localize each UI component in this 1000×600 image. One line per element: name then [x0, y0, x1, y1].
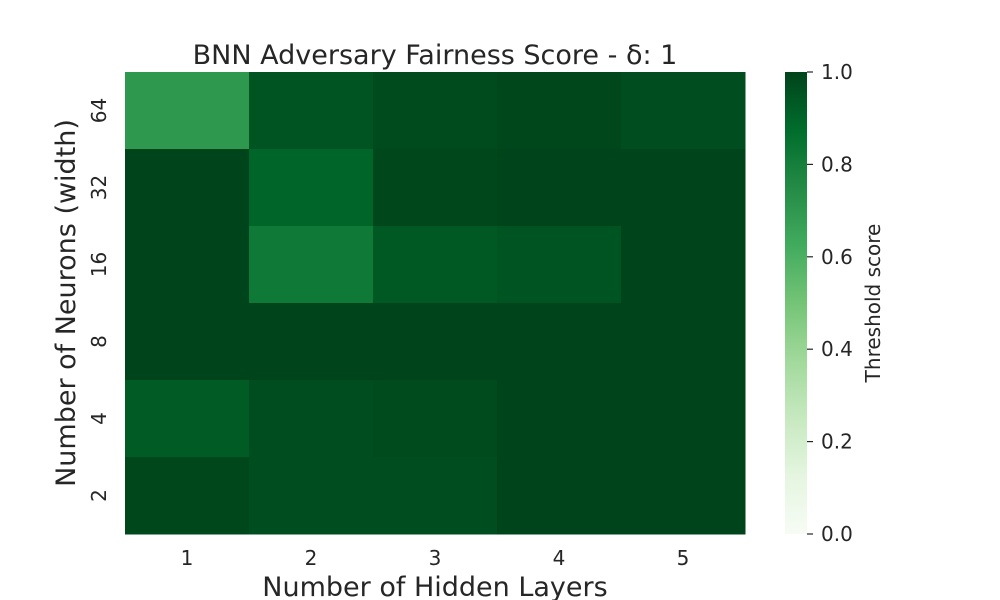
heatmap-cell — [621, 380, 746, 458]
heatmap-cell — [621, 149, 746, 227]
heatmap-cell — [249, 303, 374, 381]
colorbar-label: Threshold score — [861, 224, 885, 384]
heatmap-cell — [249, 149, 374, 227]
heatmap-cell — [249, 380, 374, 458]
heatmap-cell — [125, 72, 250, 150]
x-tick-label: 5 — [677, 546, 690, 570]
heatmap-cell — [497, 226, 622, 304]
heatmap-cell — [497, 149, 622, 227]
y-tick-label: 16 — [87, 252, 111, 277]
heatmap-cell — [373, 380, 498, 458]
heatmap-cell — [373, 303, 498, 381]
heatmap-cell — [125, 149, 250, 227]
y-tick-label: 4 — [87, 412, 111, 425]
heatmap-cell — [373, 72, 498, 150]
heatmap-cell — [125, 303, 250, 381]
y-tick-label: 64 — [87, 98, 111, 123]
heatmap-cell — [497, 303, 622, 381]
colorbar-tick-label: 0.6 — [821, 245, 853, 269]
chart-title: BNN Adversary Fairness Score - δ: 1 — [193, 40, 678, 71]
y-tick-label: 8 — [87, 335, 111, 348]
heatmap-cell — [497, 380, 622, 458]
x-tick-label: 4 — [553, 546, 566, 570]
colorbar-tick-label: 0.4 — [821, 337, 853, 361]
y-tick-labels: 64 32 16 8 4 2 — [87, 98, 111, 502]
heatmap-cell — [249, 72, 374, 150]
heatmap-cell — [249, 457, 374, 535]
heatmap-cell — [125, 380, 250, 458]
heatmap-cell — [249, 226, 374, 304]
x-tick-label: 1 — [181, 546, 194, 570]
colorbar-tick-label: 1.0 — [821, 60, 853, 84]
y-tick-label: 32 — [87, 175, 111, 200]
y-tick-label: 2 — [87, 489, 111, 502]
heatmap-cell — [125, 457, 250, 535]
heatmap-cell — [497, 72, 622, 150]
heatmap-cells — [125, 72, 746, 535]
heatmap-cell — [125, 226, 250, 304]
heatmap-cell — [373, 149, 498, 227]
heatmap-cell — [497, 457, 622, 535]
heatmap-cell — [373, 457, 498, 535]
x-tick-labels: 1 2 3 4 5 — [181, 546, 690, 570]
x-tick-label: 2 — [305, 546, 318, 570]
y-axis-label: Number of Neurons (width) — [51, 119, 82, 487]
heatmap-cell — [621, 226, 746, 304]
colorbar — [785, 72, 807, 534]
heatmap-cell — [621, 303, 746, 381]
heatmap-cell — [373, 226, 498, 304]
colorbar-tick-label: 0.0 — [821, 522, 853, 546]
colorbar-ticks: 0.0 0.2 0.4 0.6 0.8 1.0 — [807, 60, 853, 546]
x-tick-label: 3 — [429, 546, 442, 570]
heatmap-cell — [621, 457, 746, 535]
x-axis-label: Number of Hidden Layers — [262, 572, 607, 600]
colorbar-tick-label: 0.8 — [821, 152, 853, 176]
colorbar-tick-label: 0.2 — [821, 430, 853, 454]
heatmap-cell — [621, 72, 746, 150]
